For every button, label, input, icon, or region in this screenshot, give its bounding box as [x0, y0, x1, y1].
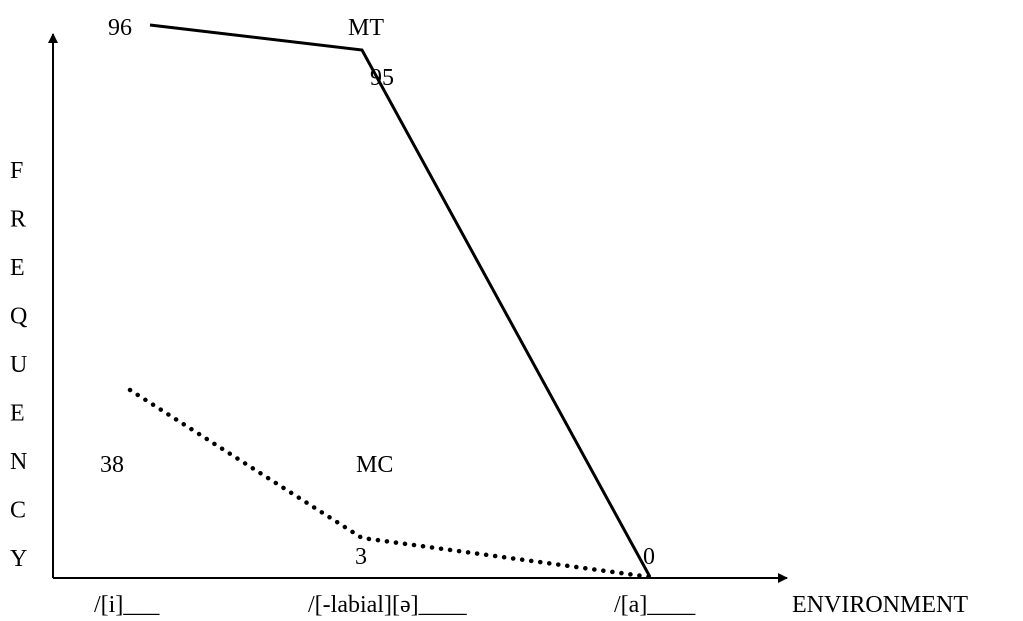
y-axis-label-letter: E [10, 255, 25, 281]
x-tick-label-1: /[-labial][ə]____ [308, 592, 468, 618]
y-axis-label-letter: N [10, 449, 27, 475]
data-label-mt-0: 96 [108, 15, 132, 41]
y-axis-label-letter: U [10, 352, 27, 378]
series-line-mc [127, 387, 653, 580]
y-axis-label-letter: C [10, 498, 26, 524]
x-tick-label-2: /[a]____ [614, 592, 696, 618]
series-line-mt [149, 23, 652, 578]
data-label-mc-1: 3 [355, 544, 367, 570]
x-axis-label: ENVIRONMENT [792, 592, 968, 618]
data-label-mt-2: 0 [643, 544, 655, 570]
y-axis-label-letter: E [10, 401, 25, 427]
y-axis-label-letter: F [10, 158, 23, 184]
y-axis-label-letter: Y [10, 546, 27, 572]
series-label-mt: MT [348, 15, 384, 41]
x-tick-label-0: /[i]___ [94, 592, 160, 618]
y-axis-label-letter: Q [10, 304, 27, 330]
series-label-mc: MC [356, 452, 393, 478]
y-axis-label-letter: R [10, 207, 26, 233]
data-label-mc-0: 38 [100, 452, 124, 478]
data-label-mt-1: 95 [370, 65, 394, 91]
